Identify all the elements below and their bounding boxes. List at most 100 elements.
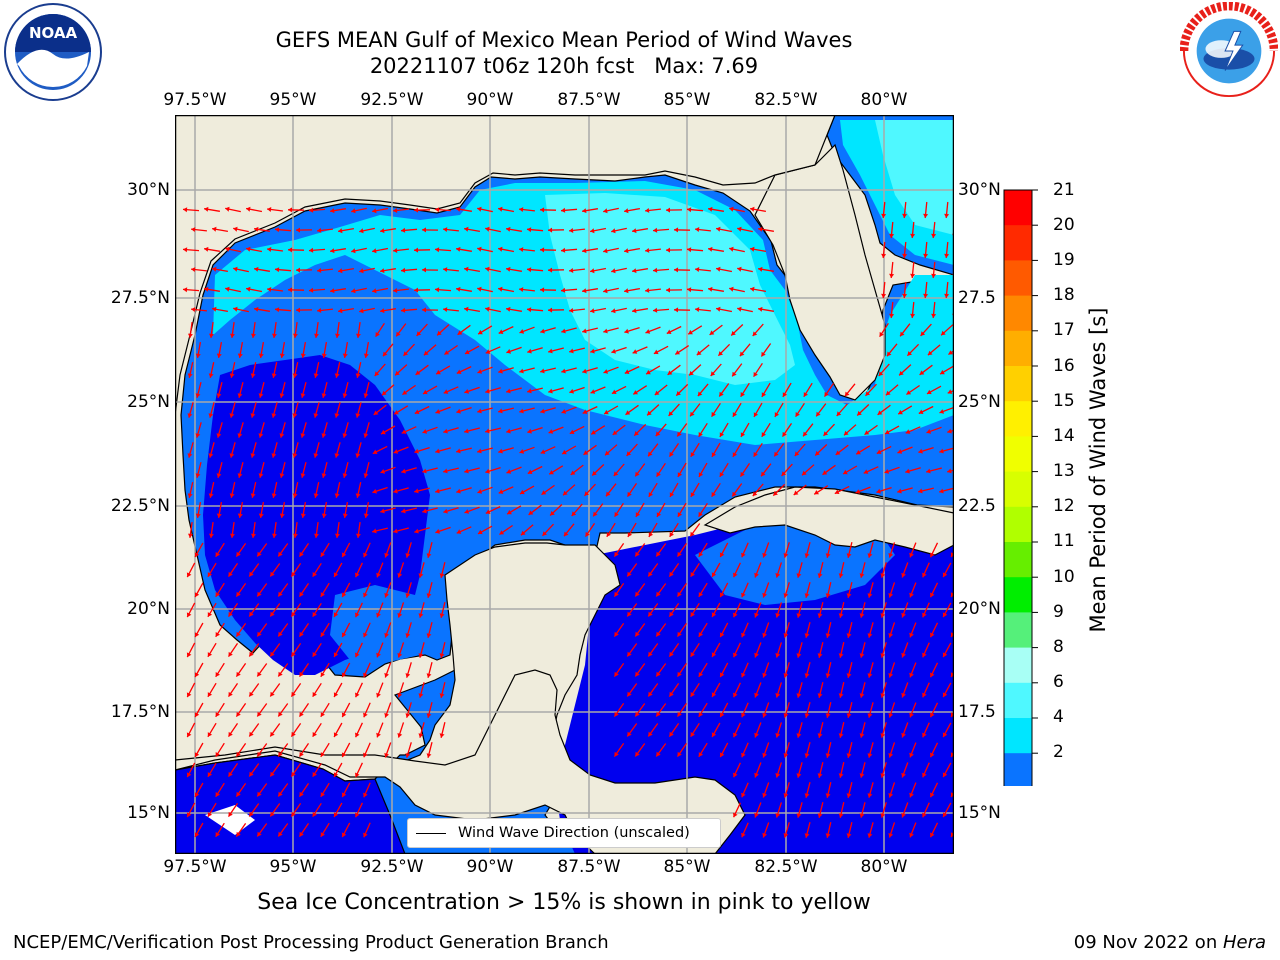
wind-arrow-head	[564, 531, 569, 537]
wind-arrow-head	[393, 248, 398, 253]
wind-arrow-head	[864, 430, 870, 435]
wind-arrow-head	[208, 413, 214, 418]
wind-arrow-head	[186, 692, 192, 698]
wind-arrow-head	[698, 472, 704, 477]
wind-arrow-head	[897, 449, 903, 454]
wind-arrow-head	[647, 410, 652, 416]
wind-arrow-head	[355, 692, 360, 698]
wind-arrow-head	[804, 833, 810, 838]
wind-arrow-head	[698, 752, 704, 757]
wind-arrow-head	[194, 752, 200, 757]
wind-arrow-head	[889, 233, 895, 238]
wind-arrow-head	[762, 592, 767, 598]
wind-arrow-head	[422, 429, 428, 434]
wind-arrow-head	[887, 351, 892, 357]
wind-arrow-head	[804, 633, 810, 638]
wind-arrow-head	[376, 652, 381, 658]
lat-tick-right: 15°N	[958, 803, 1001, 823]
wind-arrow-head	[633, 390, 638, 395]
wind-arrow-head	[627, 731, 632, 737]
wind-arrow-head	[627, 532, 633, 537]
wind-arrow-head	[901, 772, 906, 778]
wind-arrow-head	[865, 391, 870, 396]
wind-arrow-head	[561, 247, 566, 253]
wind-arrow-head	[825, 633, 831, 638]
wind-arrow-head	[667, 370, 673, 375]
wind-arrow-head	[758, 306, 763, 312]
colorbar-segment	[1004, 682, 1032, 719]
wind-arrow-head	[334, 493, 340, 498]
wind-arrow-head	[804, 673, 810, 678]
wind-arrow-head	[456, 529, 462, 534]
wind-arrow-head	[888, 633, 894, 638]
wind-arrow-head	[762, 712, 767, 718]
wind-arrow-head	[930, 552, 935, 558]
wind-arrow-head	[279, 433, 285, 438]
wind-arrow-head	[426, 593, 432, 598]
wind-arrow-head	[750, 286, 755, 292]
wind-arrow-head	[384, 752, 389, 758]
wind-arrow-head	[279, 513, 285, 518]
wind-arrow-head	[939, 448, 944, 454]
wind-arrow-head	[880, 733, 886, 738]
wind-arrow-head	[443, 267, 448, 272]
wind-arrow-head	[804, 713, 810, 718]
wind-arrow-head	[923, 293, 929, 298]
wind-arrow-head	[571, 511, 577, 516]
wind-arrow-head	[237, 433, 243, 438]
wind-arrow-head	[846, 793, 852, 798]
wind-arrow-head	[249, 611, 254, 617]
wind-arrow-head	[614, 512, 619, 517]
wind-arrow-head	[443, 508, 448, 514]
wind-arrow-head	[540, 207, 545, 213]
colorbar-segment	[1004, 225, 1032, 261]
wind-arrow-head	[950, 712, 954, 717]
wind-arrow-head	[363, 712, 368, 718]
wind-arrow-head	[817, 653, 823, 658]
wind-arrow-head	[401, 429, 407, 434]
colorbar-segment	[1004, 753, 1032, 786]
wind-arrow-head	[590, 348, 595, 354]
wind-arrow-head	[741, 552, 746, 558]
wind-arrow-head	[233, 266, 238, 272]
wind-arrow-head	[741, 712, 746, 718]
colorbar-segment	[1004, 190, 1032, 226]
wind-arrow-head	[382, 390, 387, 396]
wind-arrow-head	[342, 433, 348, 438]
wind-arrow-head	[520, 530, 526, 536]
wind-arrow-head	[291, 771, 296, 777]
wind-arrow-head	[506, 348, 511, 354]
wind-arrow-head	[656, 671, 661, 677]
wind-arrow-head	[676, 391, 681, 396]
footer-date: 09 Nov 2022 on Hera	[1074, 932, 1266, 953]
land-cuba	[703, 486, 954, 556]
wind-arrow-head	[188, 533, 193, 538]
wind-arrow-head	[677, 551, 682, 557]
wind-arrow-head	[816, 411, 821, 417]
wind-arrow-head	[271, 373, 277, 378]
footer-date-text: 09 Nov 2022 on	[1073, 932, 1223, 953]
lon-tick-bottom: 90°W	[466, 857, 514, 877]
lat-tick-left: 27.5°N	[110, 288, 170, 308]
wind-arrow-head	[635, 591, 640, 597]
wind-arrow-head	[414, 528, 419, 534]
wind-arrow-head	[611, 308, 616, 314]
wind-arrow-head	[648, 451, 653, 457]
wind-arrow-head	[330, 248, 335, 254]
graticule	[175, 115, 954, 854]
wind-arrow-head	[947, 468, 952, 474]
wind-arrow-head	[317, 308, 322, 313]
wind-arrow-head	[666, 247, 670, 253]
wind-arrow-head	[711, 492, 716, 497]
wind-arrow-head	[825, 553, 831, 558]
lon-tick-bottom: 92.5°W	[360, 857, 424, 877]
wind-arrow-head	[584, 491, 590, 496]
wind-arrow-head	[250, 373, 256, 378]
wind-arrow-head	[384, 712, 389, 718]
wind-arrow-head	[548, 429, 554, 434]
wind-arrow-head	[312, 812, 317, 817]
wind-arrow-head	[498, 286, 503, 292]
wind-arrow-head	[540, 449, 546, 454]
wind-arrow-head	[272, 533, 277, 538]
wind-arrow-head	[299, 591, 304, 597]
